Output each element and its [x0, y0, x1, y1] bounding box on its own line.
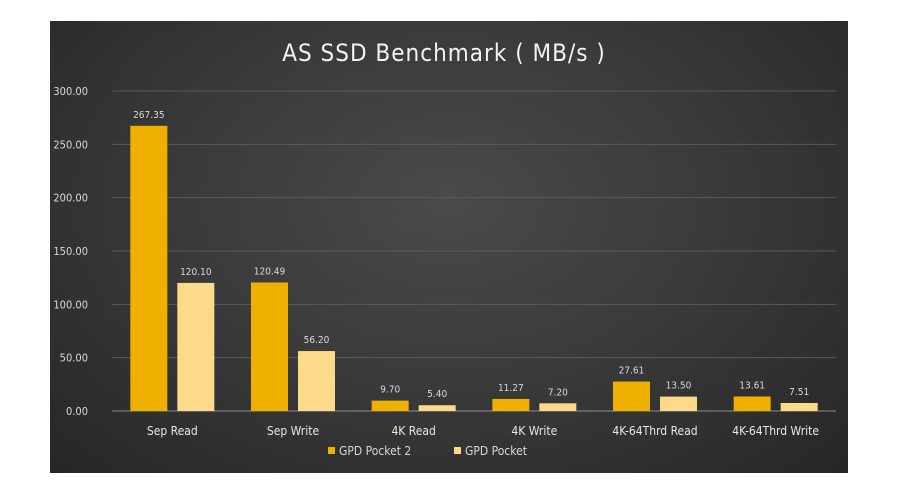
data-label: 13.61 [739, 380, 765, 391]
data-label: 120.49 [254, 266, 286, 277]
bar-gpd-pocket-2 [371, 400, 409, 411]
bar-gpd-pocket [660, 396, 697, 411]
bar-gpd-pocket [780, 402, 818, 411]
y-axis: 0.00 50.00 100.00 150.00 200.00 250.00 300.00 [53, 85, 88, 418]
bar-gpd-pocket [418, 405, 456, 411]
x-category-label: Sep Read [147, 424, 198, 438]
y-tick-label: 200.00 [53, 192, 88, 205]
data-label: 56.20 [304, 335, 330, 346]
chart-panel: AS SSD Benchmark ( MB/s ) 0.00 50.00 100.0… [50, 21, 848, 473]
y-tick-label: 100.00 [53, 298, 88, 311]
chart-title: AS SSD Benchmark ( MB/s ) [282, 39, 606, 67]
x-category-label: 4K-64Thrd Write [732, 424, 819, 438]
legend-swatch [454, 447, 461, 454]
x-category-label: 4K Read [391, 424, 435, 438]
x-axis: Sep Read Sep Write 4K Read 4K Write 4K-64Thr… [147, 424, 819, 438]
y-tick-label: 250.00 [53, 138, 88, 151]
legend-item: GPD Pocket 2 [328, 444, 411, 458]
bars: 267.35 120.10 120.49 56.20 9.70 5.40 11.27 7.20… [130, 110, 818, 412]
bar-gpd-pocket [298, 351, 335, 411]
gridlines [112, 90, 836, 412]
legend: GPD Pocket 2 GPD Pocket [328, 444, 527, 458]
y-tick-label: 0.00 [66, 405, 88, 418]
bar-chart: AS SSD Benchmark ( MB/s ) 0.00 50.00 100.0… [53, 39, 836, 458]
data-label: 267.35 [133, 110, 164, 121]
x-category-label: 4K Write [511, 424, 557, 438]
y-tick-label: 150.00 [53, 245, 88, 258]
legend-swatch [328, 447, 335, 454]
bar-gpd-pocket-2 [613, 381, 650, 411]
data-label: 27.61 [619, 366, 645, 377]
y-tick-label: 300.00 [53, 85, 88, 98]
data-label: 120.10 [180, 267, 212, 278]
bar-gpd-pocket-2 [733, 396, 771, 411]
x-category-label: 4K-64Thrd Read [612, 424, 697, 438]
x-category-label: Sep Write [267, 424, 320, 438]
bar-gpd-pocket-2 [130, 125, 168, 412]
y-tick-label: 50.00 [60, 352, 88, 365]
data-label: 11.27 [498, 383, 524, 394]
bar-gpd-pocket-2 [492, 398, 530, 411]
data-label: 5.40 [427, 389, 447, 400]
bar-gpd-pocket [539, 403, 577, 411]
bar-gpd-pocket [177, 282, 215, 411]
bar-gpd-pocket-2 [251, 282, 288, 411]
data-label: 13.50 [666, 381, 692, 392]
legend-label: GPD Pocket [465, 444, 527, 458]
data-label: 7.51 [789, 387, 809, 398]
data-label: 7.20 [548, 387, 568, 398]
data-label: 9.70 [380, 385, 400, 396]
legend-item: GPD Pocket [454, 444, 527, 458]
legend-label: GPD Pocket 2 [339, 444, 411, 458]
